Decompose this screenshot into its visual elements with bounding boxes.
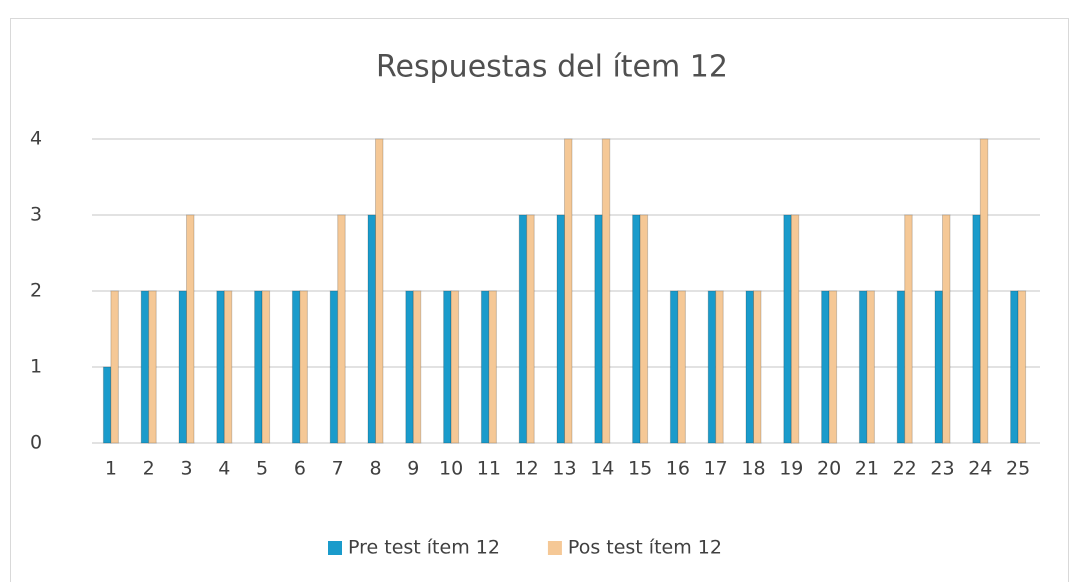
x-tick-label: 13: [552, 458, 576, 480]
bar: [216, 290, 225, 444]
bar: [367, 214, 376, 444]
bar: [1017, 290, 1027, 444]
chart-title: Respuestas del ítem 12: [376, 50, 728, 85]
bar: [564, 138, 573, 444]
bar: [972, 214, 981, 444]
bar: [790, 214, 800, 444]
bar: [753, 290, 762, 444]
x-tick-label: 4: [218, 458, 230, 480]
x-tick-label: 1: [105, 458, 117, 480]
bar: [443, 290, 452, 444]
x-tick-label: 11: [477, 458, 501, 480]
x-tick-label: 21: [855, 458, 879, 480]
bar: [601, 138, 611, 444]
bar: [223, 290, 233, 444]
bar: [745, 290, 754, 444]
x-tick-label: 2: [143, 458, 155, 480]
bar: [148, 290, 157, 444]
x-tick-label: 14: [590, 458, 614, 480]
x-tick-label: 12: [515, 458, 539, 480]
bar: [480, 290, 490, 444]
bar: [488, 290, 497, 444]
legend-label: Pos test ítem 12: [568, 537, 722, 559]
x-tick-label: 3: [180, 458, 192, 480]
bar: [556, 214, 565, 444]
y-tick-label: 2: [30, 280, 42, 302]
bar: [677, 290, 686, 444]
x-tick-label: 15: [628, 458, 652, 480]
bar: [934, 290, 943, 444]
x-tick-label: 16: [666, 458, 690, 480]
bar: [450, 290, 460, 444]
legend-swatch: [547, 541, 562, 555]
bar: [405, 290, 414, 444]
bar: [904, 214, 913, 444]
bar: [594, 214, 603, 444]
bar: [337, 214, 346, 444]
bar: [979, 138, 989, 444]
bar: [178, 290, 187, 444]
bar: [669, 290, 679, 444]
bar: [715, 290, 724, 444]
bar: [707, 290, 717, 444]
bar: [186, 214, 195, 444]
y-tick-label: 1: [30, 356, 42, 378]
bar: [102, 366, 112, 444]
bar: [828, 290, 838, 444]
bar: [858, 290, 868, 444]
bar: [375, 138, 384, 444]
legend-label: Pre test ítem 12: [348, 537, 500, 559]
bar: [518, 214, 528, 444]
bar: [896, 290, 906, 444]
bar: [329, 290, 339, 444]
bar: [1010, 290, 1019, 444]
bar: [632, 214, 641, 444]
x-tick-label: 19: [779, 458, 803, 480]
x-tick-label: 23: [930, 458, 954, 480]
x-tick-label: 22: [893, 458, 917, 480]
x-tick-label: 24: [968, 458, 992, 480]
x-tick-label: 7: [332, 458, 344, 480]
legend-swatch: [328, 541, 342, 555]
y-tick-label: 4: [30, 128, 42, 150]
bar: [299, 290, 308, 444]
bar: [412, 290, 422, 444]
x-tick-label: 25: [1006, 458, 1030, 480]
bar: [291, 290, 301, 444]
bar: [821, 290, 830, 444]
x-tick-label: 5: [256, 458, 268, 480]
x-tick-label: 8: [369, 458, 381, 480]
x-tick-label: 10: [439, 458, 463, 480]
bar: [639, 214, 649, 444]
y-tick-label: 0: [30, 432, 42, 454]
bar: [526, 214, 535, 444]
x-tick-label: 17: [704, 458, 728, 480]
x-tick-label: 6: [294, 458, 306, 480]
x-tick-label: 9: [407, 458, 419, 480]
bar: [783, 214, 792, 444]
bar: [254, 290, 263, 444]
bar: [110, 290, 119, 444]
x-tick-label: 18: [741, 458, 765, 480]
bar: [261, 290, 271, 444]
bar: [140, 290, 150, 444]
bar: [866, 290, 875, 444]
bar: [942, 214, 951, 444]
x-tick-label: 20: [817, 458, 841, 480]
y-tick-label: 3: [30, 204, 42, 226]
